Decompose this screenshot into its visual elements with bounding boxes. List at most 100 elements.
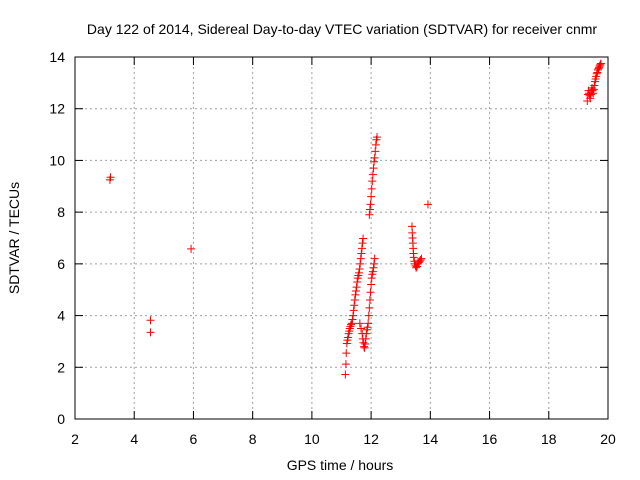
grid xyxy=(75,57,608,419)
data-point xyxy=(341,370,350,379)
y-tick-label: 8 xyxy=(57,204,65,220)
data-point xyxy=(346,320,355,329)
data-point xyxy=(370,254,379,263)
data-point xyxy=(596,59,605,68)
x-tick-label: 20 xyxy=(600,431,616,447)
data-point xyxy=(370,153,379,162)
data-point xyxy=(353,277,362,286)
data-point xyxy=(369,164,378,173)
data-point xyxy=(365,205,374,214)
data-point xyxy=(341,360,350,369)
y-tick-label: 2 xyxy=(57,359,65,375)
x-axis-title: GPS time / hours xyxy=(287,457,394,473)
data-point xyxy=(367,192,376,201)
y-axis-title: SDTVAR / TECUs xyxy=(6,182,22,294)
x-axis-tick-labels: 2 4 6 8 10 12 14 16 18 20 xyxy=(71,431,616,447)
data-point xyxy=(355,319,364,328)
data-point xyxy=(365,296,374,305)
data-point xyxy=(349,311,358,320)
data-point xyxy=(592,69,601,78)
y-tick-label: 14 xyxy=(49,49,65,65)
data-point xyxy=(345,324,354,333)
data-point xyxy=(371,140,380,149)
data-point xyxy=(368,267,377,276)
data-point xyxy=(357,249,366,258)
data-points xyxy=(105,59,605,379)
chart-title: Day 122 of 2014, Sidereal Day-to-day VTE… xyxy=(87,21,597,37)
data-point xyxy=(417,254,426,263)
data-point xyxy=(349,306,358,315)
x-tick-label: 10 xyxy=(304,431,320,447)
data-point xyxy=(589,89,598,98)
data-point xyxy=(367,280,376,289)
data-point xyxy=(359,234,368,243)
data-point xyxy=(369,263,378,272)
data-point xyxy=(596,60,605,69)
data-point xyxy=(367,274,376,283)
y-tick-label: 0 xyxy=(57,411,65,427)
data-point xyxy=(356,259,365,268)
y-tick-label: 12 xyxy=(49,101,65,117)
data-point xyxy=(586,94,595,103)
data-point xyxy=(356,254,365,263)
y-tick-label: 4 xyxy=(57,308,65,324)
data-point xyxy=(106,173,115,182)
data-point xyxy=(146,328,155,337)
data-point xyxy=(342,339,351,348)
data-point xyxy=(367,184,376,193)
data-point xyxy=(365,210,374,219)
data-point xyxy=(373,133,382,142)
data-point xyxy=(362,329,371,338)
data-point xyxy=(187,244,196,253)
y-tick-label: 10 xyxy=(49,152,65,168)
x-tick-label: 2 xyxy=(71,431,79,447)
data-point xyxy=(423,200,432,209)
data-point xyxy=(352,283,361,292)
data-point xyxy=(361,334,370,343)
data-point xyxy=(368,177,377,186)
data-point xyxy=(348,315,357,324)
x-tick-label: 14 xyxy=(423,431,439,447)
data-point xyxy=(361,340,370,349)
data-point xyxy=(363,323,372,332)
data-point xyxy=(357,244,366,253)
data-point xyxy=(358,239,367,248)
data-point xyxy=(412,263,421,272)
data-point xyxy=(360,343,369,352)
data-point xyxy=(370,259,379,268)
data-point xyxy=(355,265,364,274)
data-point xyxy=(365,303,374,312)
y-tick-label: 6 xyxy=(57,256,65,272)
data-point xyxy=(370,157,379,166)
data-point xyxy=(409,253,418,262)
data-point xyxy=(347,319,356,328)
data-point xyxy=(368,170,377,179)
data-point xyxy=(366,288,375,297)
axis-ticks xyxy=(74,56,609,420)
x-tick-label: 12 xyxy=(363,431,379,447)
y-axis-tick-labels: 0 2 4 6 8 10 12 14 xyxy=(49,49,65,427)
data-point xyxy=(352,287,361,296)
x-tick-label: 16 xyxy=(482,431,498,447)
data-point xyxy=(357,324,366,333)
data-point xyxy=(416,255,425,264)
data-point xyxy=(350,296,359,305)
data-point xyxy=(344,333,353,342)
x-tick-label: 8 xyxy=(249,431,257,447)
data-point xyxy=(342,349,351,358)
data-point xyxy=(589,85,598,94)
data-point xyxy=(364,311,373,320)
data-point xyxy=(371,147,380,156)
x-tick-label: 4 xyxy=(130,431,138,447)
plot-frame xyxy=(74,56,609,420)
data-point xyxy=(366,200,375,209)
data-point xyxy=(351,290,360,299)
data-point xyxy=(350,301,359,310)
data-point xyxy=(590,81,599,90)
x-tick-label: 6 xyxy=(190,431,198,447)
data-point xyxy=(354,268,363,277)
x-tick-label: 18 xyxy=(541,431,557,447)
data-point xyxy=(146,316,155,325)
data-point xyxy=(364,319,373,328)
